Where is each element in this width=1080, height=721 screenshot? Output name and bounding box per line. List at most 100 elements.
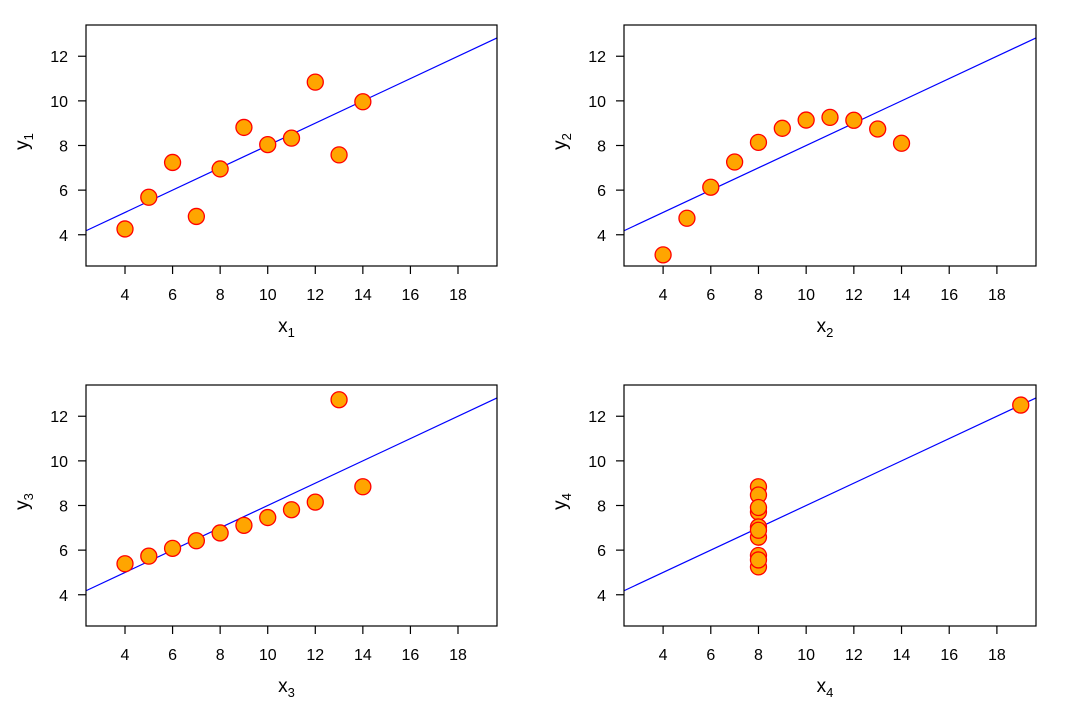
- data-point: [725, 153, 744, 171]
- y-tick-label: 4: [597, 588, 606, 605]
- x-tick-label: 8: [754, 287, 763, 304]
- y-axis-label-subscript: 3: [21, 493, 36, 500]
- x-tick-label: 10: [259, 647, 277, 664]
- data-point: [282, 129, 301, 147]
- y-axis-label: y4: [550, 493, 574, 510]
- x-axis-label-subscript: 3: [288, 685, 295, 700]
- data-point: [306, 493, 324, 511]
- y-tick-label: 10: [50, 94, 68, 111]
- data-point: [306, 73, 324, 91]
- x-tick-label: 16: [940, 647, 958, 664]
- x-tick-label: 6: [706, 647, 715, 664]
- data-point: [116, 555, 134, 573]
- y-axis-label-subscript: 1: [21, 133, 36, 140]
- x-tick-label: 12: [845, 287, 863, 304]
- x-tick-label: 6: [706, 287, 715, 304]
- x-tick-label: 10: [797, 287, 815, 304]
- x-tick-label: 14: [354, 287, 372, 304]
- x-tick-label: 4: [121, 287, 130, 304]
- y-tick-label: 8: [59, 499, 68, 516]
- data-point: [821, 108, 839, 127]
- x-axis-label: x2: [817, 316, 834, 340]
- data-point: [163, 153, 182, 172]
- x-tick-label: 6: [168, 647, 177, 664]
- data-point: [702, 178, 720, 196]
- data-point: [354, 93, 372, 111]
- data-point: [749, 133, 768, 152]
- x-tick-label: 4: [121, 647, 130, 664]
- x-tick-label: 8: [754, 647, 763, 664]
- y-axis-label-subscript: 2: [559, 133, 574, 140]
- data-point: [1012, 396, 1030, 414]
- data-point: [259, 135, 277, 154]
- data-point: [163, 539, 182, 557]
- x-tick-label: 4: [659, 287, 668, 304]
- data-point: [773, 119, 791, 137]
- data-point: [235, 118, 253, 137]
- y-axis-label-base: y: [12, 500, 33, 510]
- x-axis-label-base: x: [278, 676, 288, 697]
- y-tick-label: 12: [50, 49, 68, 66]
- regression-line: [624, 37, 1036, 232]
- data-point: [654, 246, 672, 264]
- y-tick-label: 6: [59, 543, 68, 560]
- y-tick-label: 4: [59, 228, 68, 245]
- x-tick-label: 12: [845, 647, 863, 664]
- x-axis-label: x1: [278, 316, 295, 340]
- data-point: [797, 111, 815, 129]
- y-tick-label: 10: [50, 454, 68, 471]
- y-tick-label: 4: [59, 588, 68, 605]
- x-axis-label-subscript: 2: [826, 325, 833, 340]
- x-tick-label: 18: [988, 647, 1006, 664]
- x-tick-label: 18: [449, 647, 467, 664]
- y-tick-label: 6: [597, 183, 606, 200]
- x-tick-label: 12: [306, 647, 324, 664]
- plot-frame: [623, 24, 1037, 267]
- y-tick-label: 4: [597, 228, 606, 245]
- y-tick-label: 6: [59, 183, 68, 200]
- data-point: [869, 120, 887, 138]
- x-tick-label: 14: [893, 287, 911, 304]
- plot-frame: [623, 384, 1037, 627]
- y-tick-label: 10: [588, 454, 606, 471]
- y-tick-label: 8: [597, 499, 606, 516]
- y-axis-label: y1: [12, 133, 36, 150]
- data-point: [187, 532, 206, 550]
- data-point: [259, 508, 277, 527]
- data-point: [749, 551, 768, 569]
- x-axis-label: x3: [278, 676, 295, 700]
- x-tick-label: 8: [216, 287, 225, 304]
- data-point: [282, 501, 301, 519]
- data-point: [235, 516, 253, 535]
- y-axis-label: y3: [12, 493, 36, 510]
- x-tick-label: 16: [402, 287, 420, 304]
- y-axis-label: y2: [550, 133, 574, 150]
- y-tick-label: 12: [588, 409, 606, 426]
- x-tick-label: 16: [402, 647, 420, 664]
- x-tick-label: 14: [354, 647, 372, 664]
- y-axis-label-subscript: 4: [559, 493, 574, 500]
- x-tick-label: 10: [797, 647, 815, 664]
- data-point: [211, 524, 229, 542]
- data-point: [330, 391, 348, 409]
- y-tick-label: 6: [597, 543, 606, 560]
- y-axis-label-base: y: [550, 500, 571, 510]
- data-point: [140, 547, 158, 565]
- x-tick-label: 8: [216, 647, 225, 664]
- x-axis-label-base: x: [278, 316, 288, 337]
- x-tick-label: 16: [940, 287, 958, 304]
- data-point: [140, 188, 158, 206]
- data-point: [211, 160, 229, 178]
- data-point: [749, 498, 768, 517]
- x-axis-label-subscript: 4: [826, 685, 833, 700]
- data-point: [845, 111, 863, 129]
- y-axis-label-base: y: [12, 140, 33, 150]
- x-tick-label: 6: [168, 287, 177, 304]
- data-point: [892, 134, 911, 152]
- data-point: [187, 207, 206, 226]
- y-tick-label: 8: [597, 139, 606, 156]
- x-axis-label-base: x: [817, 676, 827, 697]
- x-tick-label: 10: [259, 287, 277, 304]
